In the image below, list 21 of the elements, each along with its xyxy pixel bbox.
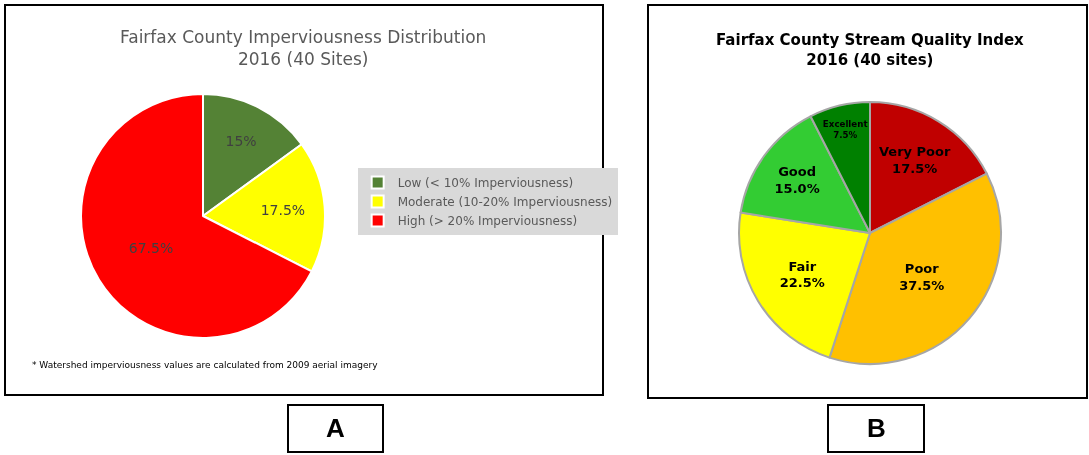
text: * Watershed imperviousness values are calculated from 2009 aerial imagery: [32, 360, 379, 370]
data-label: 7.5%: [833, 130, 858, 141]
legend-label: High (> 20% Imperviousness): [397, 214, 578, 229]
slice-label: Poor: [904, 261, 940, 277]
legend-label: Low (< 10% Imperviousness): [397, 176, 574, 191]
chart-title: Fairfax County Imperviousness Distribution 2016 (40 Sites): [120, 27, 487, 70]
slice-label: Good: [778, 164, 817, 180]
data-label: 17.5%: [892, 160, 938, 176]
data-label: 37.5%: [899, 278, 945, 294]
text: A: [326, 413, 345, 443]
chart-title: Fairfax County Stream Quality Index 2016 (40 sites): [716, 31, 1025, 69]
data-label: 67.5%: [128, 239, 174, 256]
slice-label: Excellent: [822, 119, 868, 130]
slice-label: Very Poor: [878, 143, 951, 159]
data-label: 15%: [225, 133, 257, 150]
data-label: 15.0%: [774, 180, 820, 196]
legend-label: Moderate (10-20% Imperviousness): [397, 195, 613, 210]
data-label: 22.5%: [779, 275, 825, 291]
text: B: [867, 413, 886, 443]
data-label: 17.5%: [260, 201, 306, 218]
slice-label: Fair: [788, 258, 817, 274]
